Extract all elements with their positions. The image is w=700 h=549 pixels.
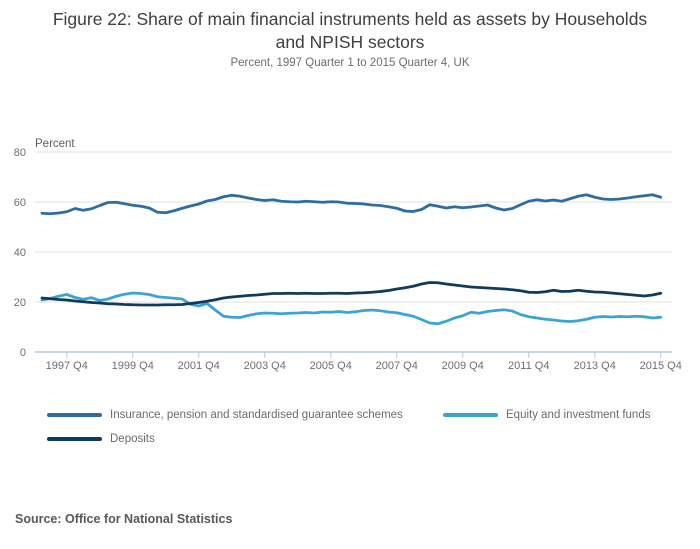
- y-tick-label: 40: [14, 247, 26, 259]
- x-tick-label: 2001 Q4: [178, 360, 220, 372]
- x-tick-label: 1997 Q4: [46, 360, 88, 372]
- legend-item: Insurance, pension and standardised guar…: [47, 409, 403, 421]
- x-tick-label: 2009 Q4: [442, 360, 484, 372]
- legend-line-swatch: [47, 413, 102, 417]
- legend-label: Insurance, pension and standardised guar…: [110, 409, 403, 421]
- x-tick-label: 2011 Q4: [508, 360, 549, 372]
- legend-item: Equity and investment funds: [443, 409, 650, 421]
- y-axis-unit-label: Percent: [35, 138, 75, 150]
- legend-label: Equity and investment funds: [506, 409, 651, 421]
- series-line-0: [40, 193, 663, 216]
- legend-line-swatch: [443, 413, 498, 417]
- y-tick-label: 20: [14, 297, 26, 309]
- x-tick-label: 2005 Q4: [310, 360, 352, 372]
- legend-label: Deposits: [110, 433, 155, 445]
- series-line-2: [40, 281, 663, 307]
- y-tick-label: 0: [20, 347, 26, 359]
- x-tick-label: 2015 Q4: [640, 360, 682, 372]
- y-tick-label: 80: [14, 147, 26, 159]
- x-tick-label: 1999 Q4: [112, 360, 154, 372]
- y-tick-label: 60: [14, 197, 26, 209]
- x-tick-label: 2003 Q4: [244, 360, 286, 372]
- chart-title: Figure 22: Share of main financial instr…: [52, 9, 648, 53]
- legend-line-swatch: [47, 437, 102, 441]
- source-note: Source: Office for National Statistics: [15, 512, 233, 526]
- legend-item: Deposits: [47, 433, 155, 445]
- chart-subtitle: Percent, 1997 Quarter 1 to 2015 Quarter …: [230, 57, 470, 69]
- series-line-1: [40, 291, 663, 326]
- chart-legend: Insurance, pension and standardised guar…: [0, 0, 700, 445]
- x-tick-label: 2007 Q4: [376, 360, 418, 372]
- x-tick-label: 2013 Q4: [574, 360, 616, 372]
